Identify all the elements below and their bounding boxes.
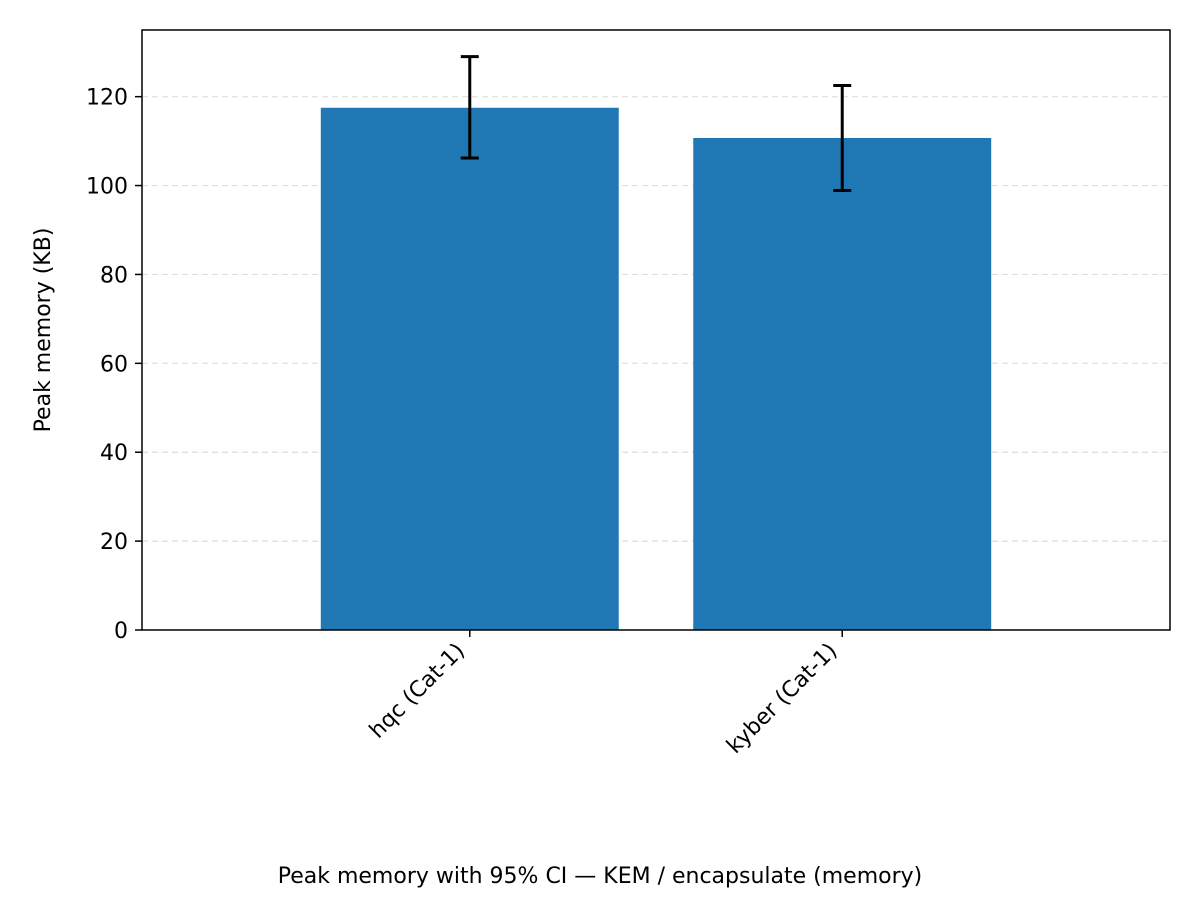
x-tick-label: kyber (Cat-1)	[722, 639, 842, 759]
y-tick-label: 120	[86, 86, 128, 111]
y-tick-label: 0	[114, 619, 128, 644]
grid-lines	[142, 96, 1170, 542]
error-bars	[460, 55, 852, 192]
x-tick-label: hqc (Cat-1)	[365, 639, 470, 744]
y-tick-label: 80	[100, 263, 128, 288]
y-axis-label: Peak memory (KB)	[31, 228, 56, 433]
chart-caption: Peak memory with 95% CI — KEM / encapsul…	[277, 864, 923, 889]
bar	[693, 138, 992, 630]
bar	[320, 107, 619, 631]
y-axis-ticks: 0 20 40 60 80 100 120	[86, 86, 142, 644]
plot-frame	[141, 29, 1171, 631]
y-tick-label: 100	[86, 175, 128, 200]
y-tick-label: 20	[100, 530, 128, 555]
bars	[320, 107, 992, 631]
y-tick-label: 40	[100, 441, 128, 466]
y-tick-label: 60	[100, 352, 128, 377]
x-axis-ticks: hqc (Cat-1) kyber (Cat-1)	[365, 630, 843, 759]
